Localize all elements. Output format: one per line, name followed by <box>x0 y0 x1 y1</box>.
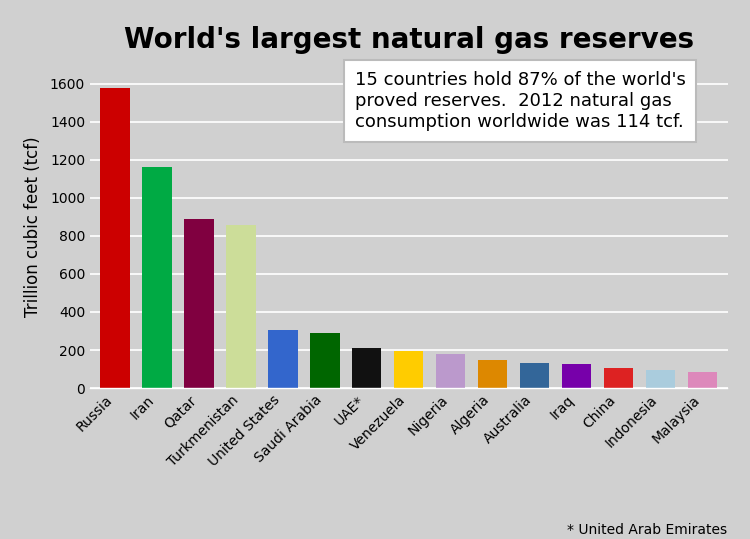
Bar <box>646 370 675 388</box>
Text: 15 countries hold 87% of the world's
proved reserves.  2012 natural gas
consumpt: 15 countries hold 87% of the world's pro… <box>355 71 686 131</box>
Bar <box>100 88 130 388</box>
Bar <box>688 372 717 388</box>
Bar <box>310 333 340 388</box>
Bar <box>604 368 633 388</box>
Bar <box>478 360 507 388</box>
Bar <box>226 225 256 388</box>
Bar <box>268 330 298 388</box>
Bar <box>184 219 214 388</box>
Title: World's largest natural gas reserves: World's largest natural gas reserves <box>124 26 694 54</box>
Bar <box>562 364 591 388</box>
Bar <box>436 354 465 388</box>
Bar <box>520 363 549 388</box>
Text: * United Arab Emirates: * United Arab Emirates <box>567 523 728 537</box>
Bar <box>352 348 382 388</box>
Y-axis label: Trillion cubic feet (tcf): Trillion cubic feet (tcf) <box>23 136 41 317</box>
Bar <box>142 167 172 388</box>
Bar <box>394 351 424 388</box>
